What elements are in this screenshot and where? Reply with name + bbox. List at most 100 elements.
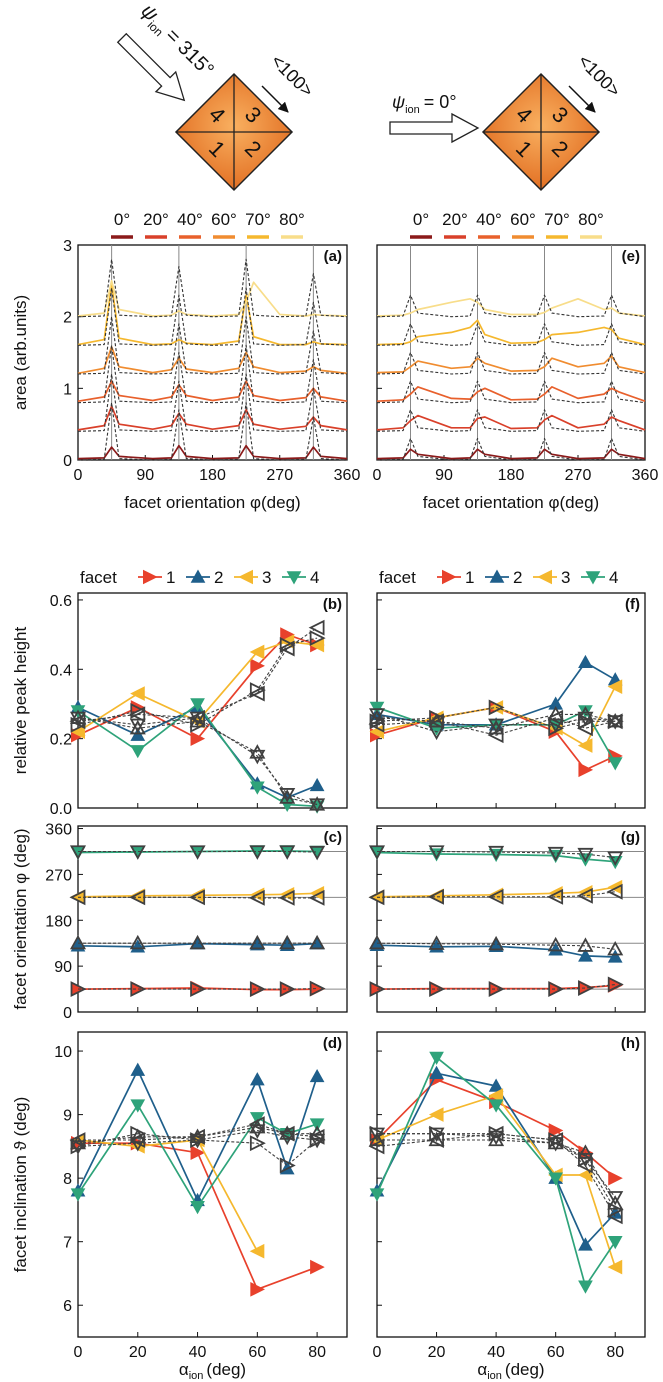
legend-label: 70° [544, 210, 570, 229]
panel: 6 7 8 9 10 0 20 40 60 80 (d) facet inclination ϑ (d… [11, 1031, 348, 1382]
reference-curve [376, 323, 646, 346]
direction-label: <100> [574, 51, 624, 101]
reference-marker [249, 1135, 266, 1152]
y-tick-label: 0.6 [50, 593, 72, 610]
data-line [376, 319, 646, 346]
reference-marker [309, 1133, 326, 1149]
reference-curve [77, 1133, 318, 1166]
data-line [376, 1072, 616, 1246]
reference-marker [70, 981, 87, 998]
y-axis-label: area (arb.units) [11, 295, 30, 410]
x-tick-label: 40 [189, 1344, 207, 1361]
reference-marker [189, 709, 205, 726]
reference-curve [77, 258, 348, 318]
data-marker [607, 1259, 623, 1275]
y-tick-label: 0 [63, 1005, 72, 1022]
data-marker [190, 1201, 205, 1215]
reference-marker [607, 851, 624, 866]
data-marker [548, 942, 564, 956]
data-line [376, 355, 646, 374]
data-marker [548, 1123, 564, 1138]
reference-curve [77, 717, 318, 806]
x-tick-label: 20 [428, 1344, 446, 1361]
legend-marker [143, 569, 158, 585]
reference-marker [279, 789, 296, 804]
reference-curve [77, 344, 348, 404]
reference-marker [249, 682, 266, 699]
legend-label: 3 [561, 568, 570, 587]
reference-marker [129, 934, 146, 950]
reference-marker [368, 1138, 385, 1155]
reference-marker [129, 845, 146, 860]
reference-marker [129, 889, 146, 906]
data-marker [488, 1078, 504, 1092]
reference-marker [308, 889, 325, 906]
data-line [77, 345, 348, 375]
data-marker [607, 949, 623, 963]
legend-marker [238, 569, 253, 585]
x-axis-label: facet orientation φ(deg) [423, 493, 599, 512]
legend-label: 4 [310, 568, 319, 587]
reference-marker [279, 845, 296, 860]
reference-curve [376, 706, 616, 729]
data-marker [578, 762, 594, 778]
x-tick-label: 80 [606, 1344, 624, 1361]
reference-marker [488, 981, 505, 998]
data-marker [309, 777, 325, 792]
reference-marker [428, 845, 445, 860]
reference-marker [189, 889, 205, 906]
reference-marker [70, 716, 87, 733]
reference-marker [279, 981, 296, 998]
data-marker [578, 705, 593, 719]
legend-title: facet [80, 568, 117, 587]
reference-marker [279, 1157, 296, 1174]
data-marker [488, 1099, 504, 1113]
reference-marker [607, 1195, 624, 1210]
reference-marker [309, 798, 326, 813]
reference-marker [248, 685, 265, 702]
psi-sub: ion [405, 104, 420, 116]
legend-label: 2 [214, 568, 223, 587]
data-marker [309, 1118, 325, 1132]
data-line [77, 405, 348, 431]
data-line [77, 283, 348, 346]
x-label-unit: (deg) [206, 1360, 246, 1379]
reference-marker [488, 699, 505, 716]
reference-marker [607, 940, 624, 956]
reference-marker [69, 889, 86, 906]
panel-label: (f) [625, 596, 640, 613]
plot-frame [77, 592, 348, 809]
y-tick-label: 0 [63, 453, 72, 470]
reference-marker [606, 713, 623, 730]
data-marker [428, 1107, 444, 1122]
data-line [376, 448, 646, 460]
reference-marker [129, 706, 146, 723]
reference-marker [577, 937, 594, 952]
panel: 0.0 0.2 0.4 0.6 (b) relative peak height facet… [11, 568, 348, 818]
y-tick-label: 180 [45, 913, 72, 930]
legend-label: 3 [262, 568, 271, 587]
data-marker [250, 658, 265, 674]
data-marker [369, 701, 385, 715]
y-tick-label: 1 [63, 381, 72, 398]
legend-marker [286, 571, 302, 585]
ion-angle-label: ψion = 0° [392, 92, 457, 116]
reference-marker [249, 744, 266, 759]
x-label-main: α [477, 1360, 487, 1379]
x-tick-label: 90 [435, 467, 453, 484]
diagram-right: ψion = 0° 4 3 1 2 <100> [389, 51, 624, 192]
reference-marker [577, 706, 594, 721]
reference-marker [190, 981, 207, 998]
y-tick-label: 8 [63, 1171, 72, 1188]
reference-marker [309, 934, 326, 950]
x-tick-label: 270 [266, 467, 293, 484]
reference-marker [487, 888, 504, 905]
data-line [77, 380, 348, 403]
reference-curve [376, 717, 616, 736]
reference-marker [248, 889, 265, 906]
reference-marker [249, 749, 266, 765]
angle: = 0° [424, 92, 457, 112]
reference-curve [376, 437, 646, 461]
legend-label: 60° [211, 210, 237, 229]
x-label-unit: (deg) [505, 1360, 545, 1379]
